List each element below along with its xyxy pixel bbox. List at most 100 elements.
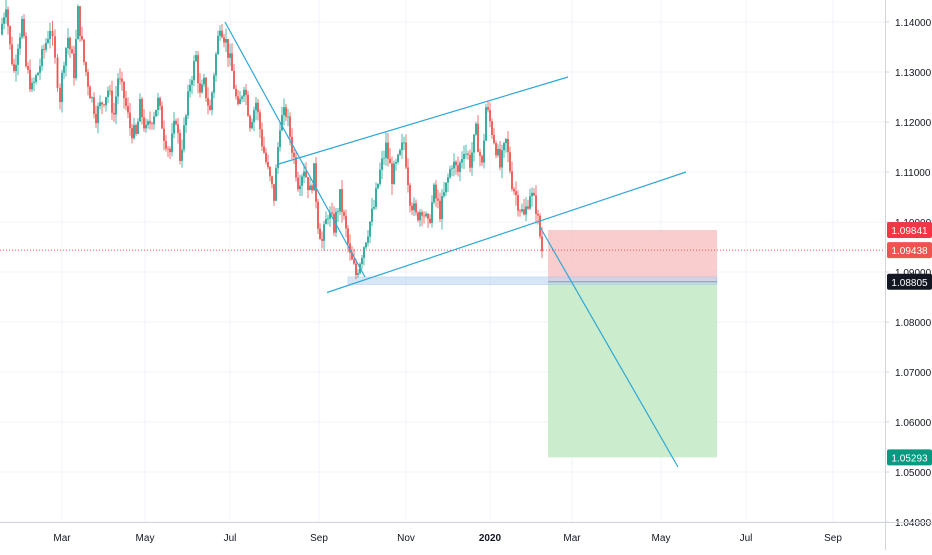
- candle-body: [223, 37, 225, 43]
- candle-body: [523, 209, 525, 215]
- candle-body: [251, 122, 253, 129]
- candle-body: [463, 154, 465, 159]
- candle-body: [125, 98, 127, 107]
- x-tick-label: Sep: [310, 533, 328, 544]
- price-label-text: 1.08805: [891, 278, 928, 289]
- candle-body: [179, 133, 181, 161]
- candle-body: [385, 142, 387, 158]
- candle-body: [141, 98, 143, 118]
- candle-body: [319, 228, 321, 240]
- candle-body: [477, 123, 479, 153]
- candle-body: [137, 121, 139, 134]
- candle-body: [297, 177, 299, 190]
- y-tick-label: 1.08000: [895, 318, 932, 329]
- candle-body: [293, 152, 295, 158]
- candle-body: [101, 102, 103, 105]
- candle-body: [431, 202, 433, 223]
- candle-body: [37, 72, 39, 76]
- candle-body: [539, 215, 541, 237]
- candle-body: [285, 107, 287, 117]
- candle-body: [375, 188, 377, 207]
- candle-body: [71, 49, 73, 54]
- candle-body: [183, 125, 185, 150]
- candle-body: [309, 185, 311, 191]
- candle-body: [89, 86, 91, 99]
- candle-body: [201, 84, 203, 93]
- candle-body: [495, 142, 497, 156]
- candle-body: [311, 185, 313, 191]
- candle-body: [287, 116, 289, 118]
- price-label-text: 1.05293: [891, 453, 928, 464]
- candle-body: [437, 198, 439, 201]
- candle-body: [277, 147, 279, 169]
- candle-body: [479, 152, 481, 156]
- left-trend-line: [224, 21, 366, 278]
- candle-body: [283, 107, 285, 116]
- candle-body: [327, 218, 329, 220]
- candle-body: [143, 117, 145, 129]
- candle-body: [273, 184, 275, 201]
- price-label-box: [887, 449, 932, 466]
- candle-body: [257, 102, 259, 113]
- candle-body: [195, 55, 197, 62]
- candle-body: [119, 78, 121, 80]
- candle-body: [61, 72, 63, 102]
- candle-body: [367, 236, 369, 243]
- candle-body: [139, 98, 141, 122]
- candle-body: [507, 138, 509, 153]
- candle-body: [471, 152, 473, 168]
- candle-body: [39, 66, 41, 73]
- candle-body: [467, 153, 469, 155]
- candle-body: [387, 142, 389, 159]
- candle-body: [127, 106, 129, 113]
- candle-body: [99, 102, 101, 107]
- candle-body: [51, 31, 54, 37]
- candle-body: [207, 98, 209, 106]
- candle-body: [345, 215, 347, 229]
- x-tick-label: Sep: [824, 533, 842, 544]
- candle-body: [153, 116, 155, 125]
- candle-body: [147, 121, 149, 125]
- candle-body: [493, 134, 495, 143]
- x-tick-label: May: [136, 533, 155, 544]
- candle-body: [5, 9, 7, 18]
- candles: [1, 0, 543, 280]
- candle-body: [211, 92, 213, 111]
- candle-body: [191, 80, 193, 85]
- lower-channel-line: [326, 171, 687, 294]
- candle-body: [255, 102, 257, 111]
- candle-body: [97, 106, 99, 124]
- candle-body: [439, 200, 441, 220]
- candle-body: [47, 39, 49, 43]
- candle-body: [511, 171, 513, 189]
- candle-body: [349, 243, 351, 253]
- candle-body: [383, 157, 385, 159]
- candle-body: [23, 18, 25, 37]
- price-label-box: [887, 273, 932, 290]
- candle-body: [221, 30, 223, 38]
- candle-body: [453, 161, 455, 169]
- x-tick-label: Jul: [224, 533, 237, 544]
- candle-body: [155, 109, 157, 117]
- y-tick-label: 1.04000: [895, 518, 932, 529]
- candle-body: [225, 39, 227, 43]
- candle-body: [249, 115, 251, 129]
- candle-body: [133, 125, 135, 139]
- candle-body: [347, 228, 349, 244]
- candle-body: [187, 91, 189, 116]
- candle-body: [3, 17, 5, 24]
- candle-body: [123, 81, 125, 99]
- candle-body: [459, 162, 461, 172]
- candle-body: [337, 211, 339, 213]
- candle-body: [177, 124, 179, 134]
- candle-body: [535, 195, 537, 214]
- candle-body: [259, 112, 261, 130]
- candle-body: [483, 140, 485, 163]
- candle-body: [59, 87, 61, 102]
- candle-body: [27, 66, 29, 70]
- candle-body: [175, 120, 177, 125]
